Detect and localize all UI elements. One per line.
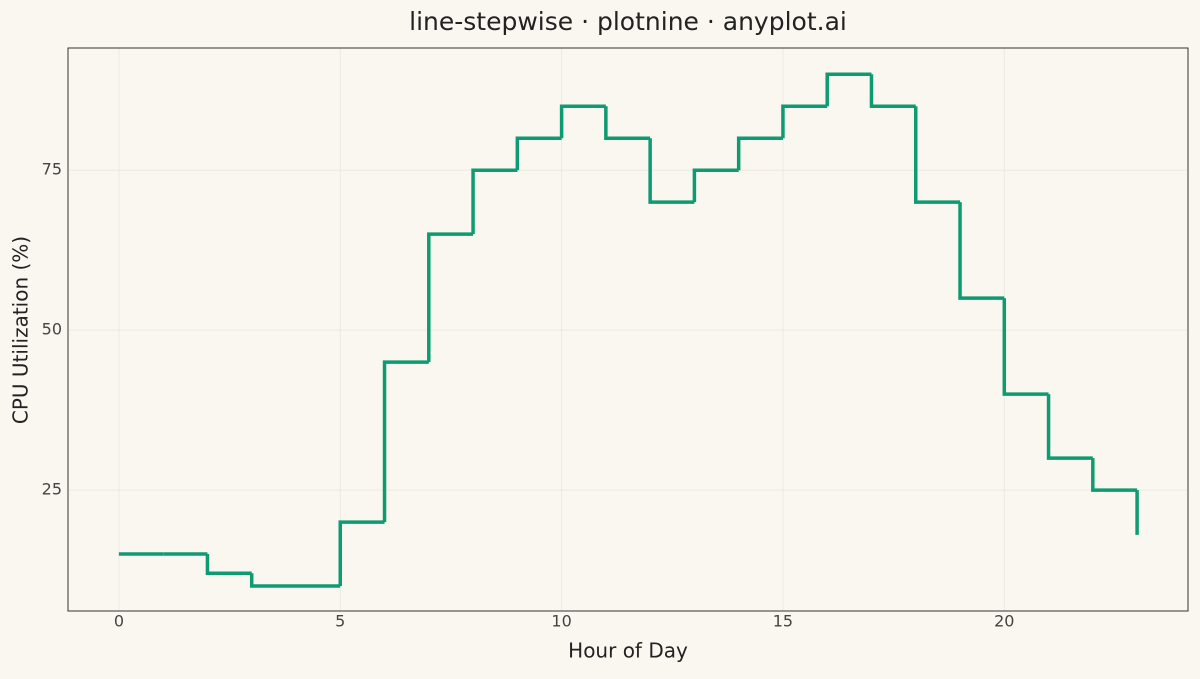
x-tick-label: 0	[114, 612, 124, 631]
chart-title: line-stepwise · plotnine · anyplot.ai	[409, 7, 847, 36]
step-line	[913, 106, 961, 204]
step-line	[382, 360, 429, 523]
step-line	[205, 554, 252, 576]
step-line	[1046, 394, 1093, 460]
step-line	[781, 104, 828, 139]
y-tick-label: 75	[42, 160, 62, 179]
x-tick-label: 20	[994, 612, 1014, 631]
step-line	[338, 520, 385, 587]
x-tick-label: 15	[773, 612, 793, 631]
x-axis-label: Hour of Day	[568, 639, 688, 663]
step-line	[559, 104, 606, 139]
step-line	[692, 168, 739, 203]
step-line	[869, 74, 916, 108]
step-line	[427, 232, 474, 363]
y-tick-label: 25	[42, 480, 62, 499]
y-tick-label: 50	[42, 320, 62, 339]
x-tick-label: 5	[335, 612, 345, 631]
plot-border	[67, 47, 1189, 612]
step-line	[249, 573, 296, 588]
step-line	[648, 138, 695, 204]
step-line	[958, 202, 1005, 300]
step-line	[604, 106, 651, 140]
step-line	[1002, 298, 1049, 396]
step-line	[471, 168, 518, 235]
step-line	[736, 136, 783, 171]
step-line	[1091, 458, 1138, 492]
x-tick-label: 10	[551, 612, 571, 631]
step-line	[825, 72, 872, 107]
y-axis-label: CPU Utilization (%)	[9, 236, 33, 424]
step-line	[515, 136, 562, 171]
